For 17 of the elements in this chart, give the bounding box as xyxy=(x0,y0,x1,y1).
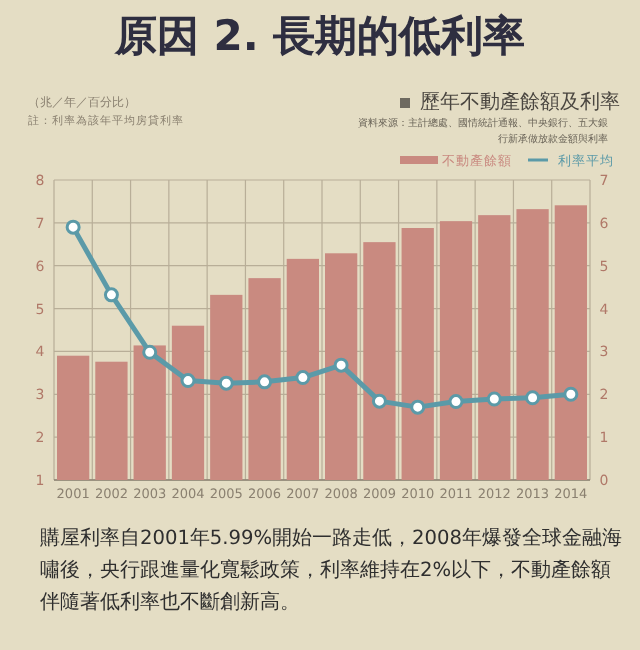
point xyxy=(563,386,579,402)
point xyxy=(142,344,158,360)
point xyxy=(448,394,464,410)
point xyxy=(525,390,541,406)
point xyxy=(295,370,311,386)
chart-title: 原因 2. 長期的低利率 xyxy=(112,10,528,64)
chart-subtitle: 歷年不動產餘額及利率 xyxy=(420,89,620,116)
point xyxy=(371,393,387,409)
point xyxy=(103,287,119,303)
point xyxy=(218,375,234,391)
point xyxy=(333,357,349,373)
point xyxy=(410,399,426,415)
point xyxy=(180,373,196,389)
text: 購屋利率自2001年5.99%開始一路走低，2008年爆發全球金融海嘯後，央行跟進量化寬鬆政策，利率維持在2%以下，不動產餘額伴隨著低利率也不斷創新高。 xyxy=(40,525,624,618)
point xyxy=(486,391,502,407)
point xyxy=(65,219,81,235)
point xyxy=(257,374,273,390)
